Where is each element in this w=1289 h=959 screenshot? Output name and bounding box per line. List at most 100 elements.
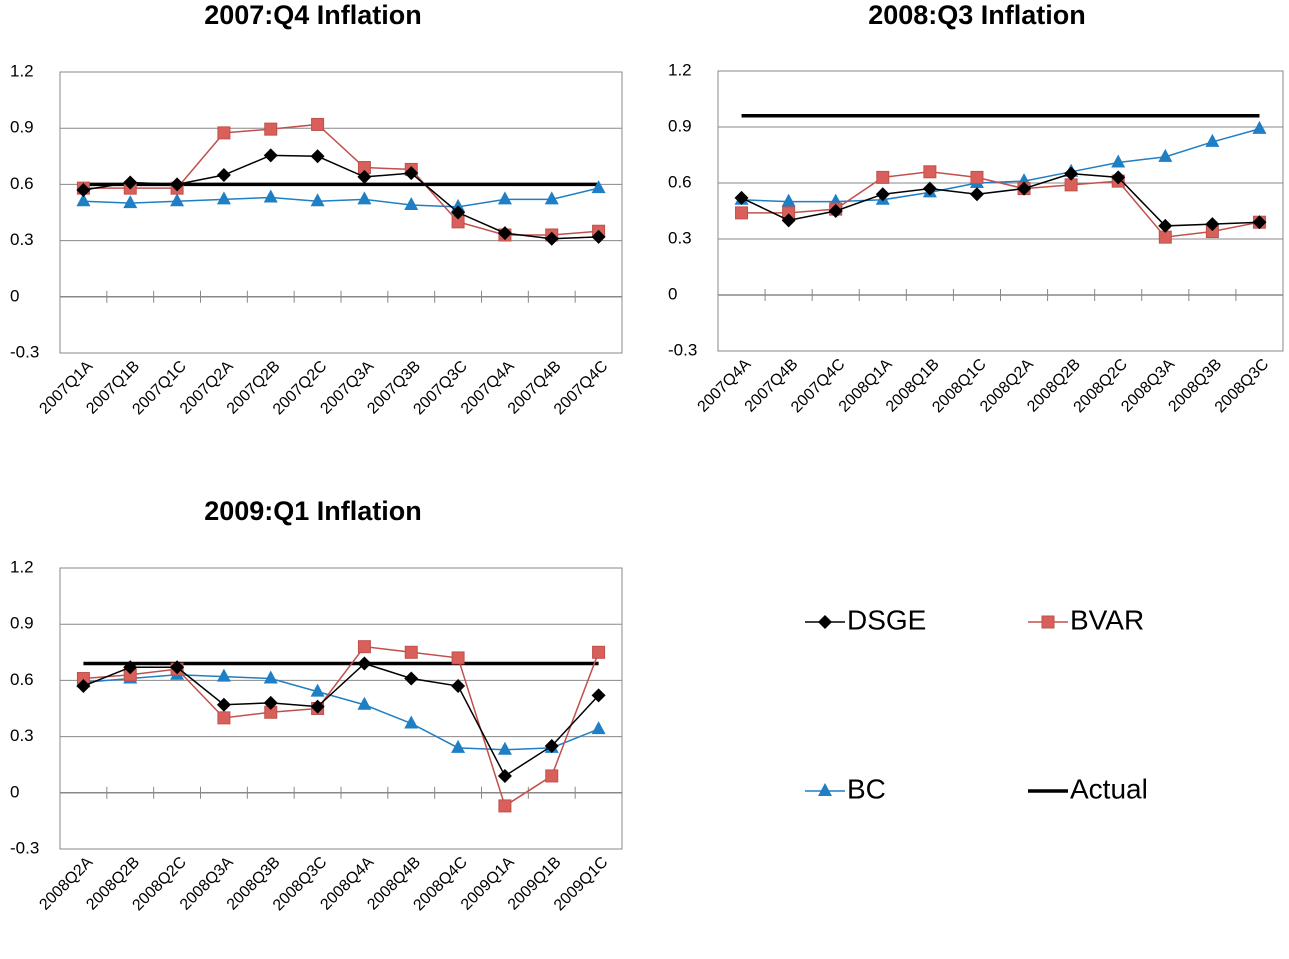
y-tick-label: 1.2	[668, 60, 692, 79]
marker-diamond	[123, 175, 138, 190]
marker-square	[876, 170, 890, 184]
marker-diamond	[76, 183, 91, 198]
marker-triangle	[591, 180, 606, 194]
marker-diamond	[591, 688, 606, 703]
series-line	[83, 645, 600, 808]
marker-diamond	[497, 768, 512, 783]
marker-diamond	[263, 148, 278, 163]
series-line	[83, 662, 600, 778]
marker-triangle	[1205, 133, 1220, 147]
marker-triangle	[310, 683, 325, 697]
marker-triangle	[1111, 154, 1126, 168]
series-line	[83, 154, 599, 240]
marker-diamond	[591, 229, 606, 244]
marker-square	[498, 799, 512, 813]
marker-square	[970, 170, 984, 184]
y-tick-label: 0.6	[668, 172, 692, 191]
plot-border	[717, 70, 1284, 352]
marker-diamond	[969, 187, 984, 202]
marker-square	[451, 651, 465, 665]
marker-diamond	[544, 738, 559, 753]
marker-diamond	[170, 177, 185, 192]
marker-triangle	[357, 191, 372, 205]
chart-title: 2007:Q4 Inflation	[204, 0, 422, 30]
marker-diamond	[263, 695, 278, 710]
y-tick-label: 0.9	[668, 116, 692, 135]
marker-diamond	[76, 679, 91, 694]
marker-triangle	[216, 191, 231, 205]
series-line	[83, 123, 599, 236]
marker-diamond	[216, 697, 231, 712]
marker-diamond	[922, 181, 937, 196]
marker-square	[545, 769, 559, 783]
marker-triangle	[544, 191, 559, 205]
marker-diamond	[781, 213, 796, 228]
legend-label: BVAR	[1070, 604, 1144, 635]
y-tick-label: 0.6	[10, 670, 34, 689]
plot-border	[59, 567, 623, 850]
marker-triangle	[781, 193, 796, 207]
marker-diamond	[310, 149, 325, 164]
y-tick-label: 0	[668, 284, 677, 303]
marker-diamond	[1205, 217, 1220, 232]
marker-square	[735, 206, 749, 220]
marker-diamond	[170, 660, 185, 675]
marker-triangle	[357, 696, 372, 710]
plot-border	[59, 71, 623, 354]
y-tick-label: -0.3	[10, 342, 39, 361]
marker-diamond	[451, 205, 466, 220]
series-line	[83, 674, 599, 751]
marker-square	[264, 122, 278, 136]
marker-triangle	[263, 189, 278, 203]
marker-diamond	[404, 166, 419, 181]
marker-triangle	[404, 715, 419, 729]
marker-triangle	[497, 191, 512, 205]
y-tick-label: 0	[10, 782, 19, 801]
y-tick-label: -0.3	[668, 340, 697, 359]
marker-diamond	[216, 168, 231, 183]
y-tick-label: 0.6	[10, 174, 34, 193]
series-line	[741, 172, 1260, 227]
legend-label: Actual	[1070, 773, 1148, 804]
marker-diamond	[123, 660, 138, 675]
marker-triangle	[76, 193, 91, 207]
legend-marker	[818, 615, 832, 629]
marker-diamond	[1111, 170, 1126, 185]
legend-label: BC	[847, 773, 886, 804]
marker-triangle	[404, 197, 419, 211]
marker-diamond	[1017, 181, 1032, 196]
marker-triangle	[497, 741, 512, 755]
y-tick-label: 0.9	[10, 614, 34, 633]
y-tick-label: 0.9	[10, 118, 34, 137]
marker-triangle	[216, 668, 231, 682]
marker-diamond	[357, 169, 372, 184]
chart-title: 2009:Q1 Inflation	[204, 496, 422, 526]
marker-square	[217, 711, 231, 725]
y-tick-label: 0	[10, 286, 19, 305]
marker-diamond	[828, 204, 843, 218]
y-tick-label: 0.3	[10, 726, 34, 745]
chart-title: 2008:Q3 Inflation	[868, 0, 1086, 30]
marker-diamond	[875, 187, 890, 202]
marker-triangle	[591, 721, 606, 735]
marker-diamond	[310, 699, 325, 714]
marker-triangle	[123, 195, 138, 209]
marker-triangle	[1158, 148, 1173, 162]
marker-square	[404, 645, 418, 659]
marker-diamond	[357, 656, 372, 671]
marker-diamond	[1158, 218, 1173, 233]
marker-diamond	[451, 679, 466, 694]
marker-triangle	[170, 193, 185, 207]
marker-triangle	[451, 739, 466, 753]
marker-square	[923, 165, 937, 179]
marker-square	[311, 117, 325, 131]
marker-square	[217, 126, 231, 140]
y-tick-label: 0.3	[10, 230, 34, 249]
marker-diamond	[497, 226, 512, 241]
marker-diamond	[1252, 215, 1267, 230]
marker-diamond	[544, 231, 559, 246]
marker-triangle	[263, 670, 278, 684]
y-tick-label: 1.2	[10, 557, 34, 576]
y-tick-label: -0.3	[10, 838, 39, 857]
